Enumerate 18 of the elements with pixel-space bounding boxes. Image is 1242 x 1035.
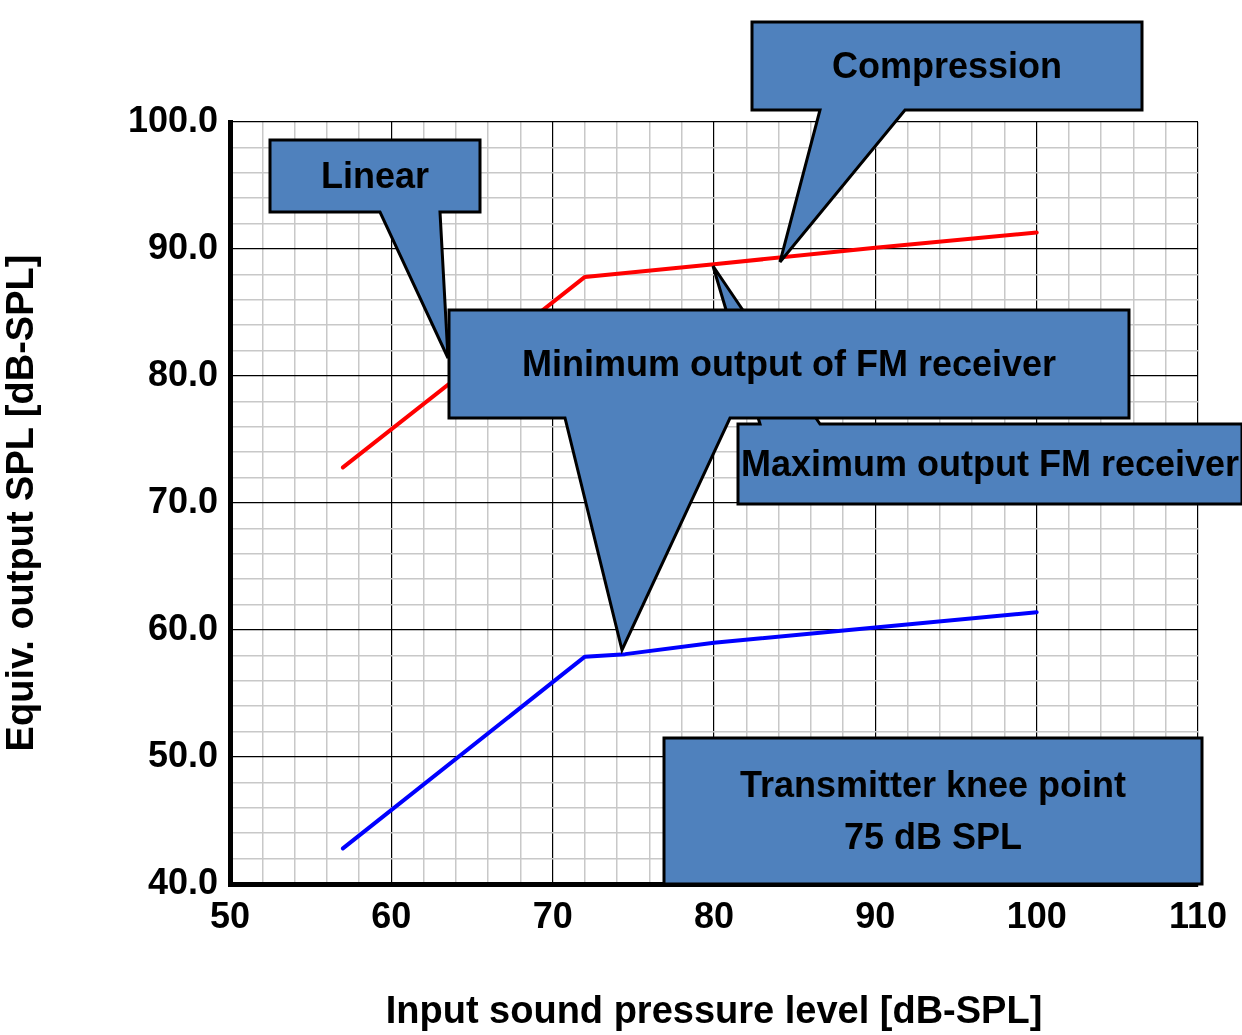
x-tick-label: 100: [1006, 894, 1067, 936]
y-tick-label: 60.0: [147, 606, 218, 648]
y-axis-title: Equiv. output SPL [dB-SPL]: [0, 254, 42, 752]
text: Compression: [830, 43, 1063, 88]
x-tick-label: 60: [371, 894, 412, 936]
x-tick-label: 110: [1168, 894, 1228, 936]
y-tick-label: 90.0: [147, 225, 218, 267]
annotation: Linear: [319, 153, 430, 198]
y-tick-label: 80.0: [147, 352, 218, 394]
x-axis-title: Input sound pressure level [dB-SPL]: [385, 988, 1043, 1031]
x-tick-label: 70: [532, 894, 573, 936]
y-tick-label: 70.0: [147, 479, 218, 521]
y-tick-label: 50.0: [147, 733, 218, 775]
x-tick-label: 90: [855, 894, 896, 936]
y-tick-label: 100.0: [127, 98, 218, 140]
annotation: Minimum output of FM receiver: [521, 341, 1057, 386]
annotation: Maximum output FM receiver: [739, 441, 1241, 486]
x-tick-label: 80: [693, 894, 735, 936]
